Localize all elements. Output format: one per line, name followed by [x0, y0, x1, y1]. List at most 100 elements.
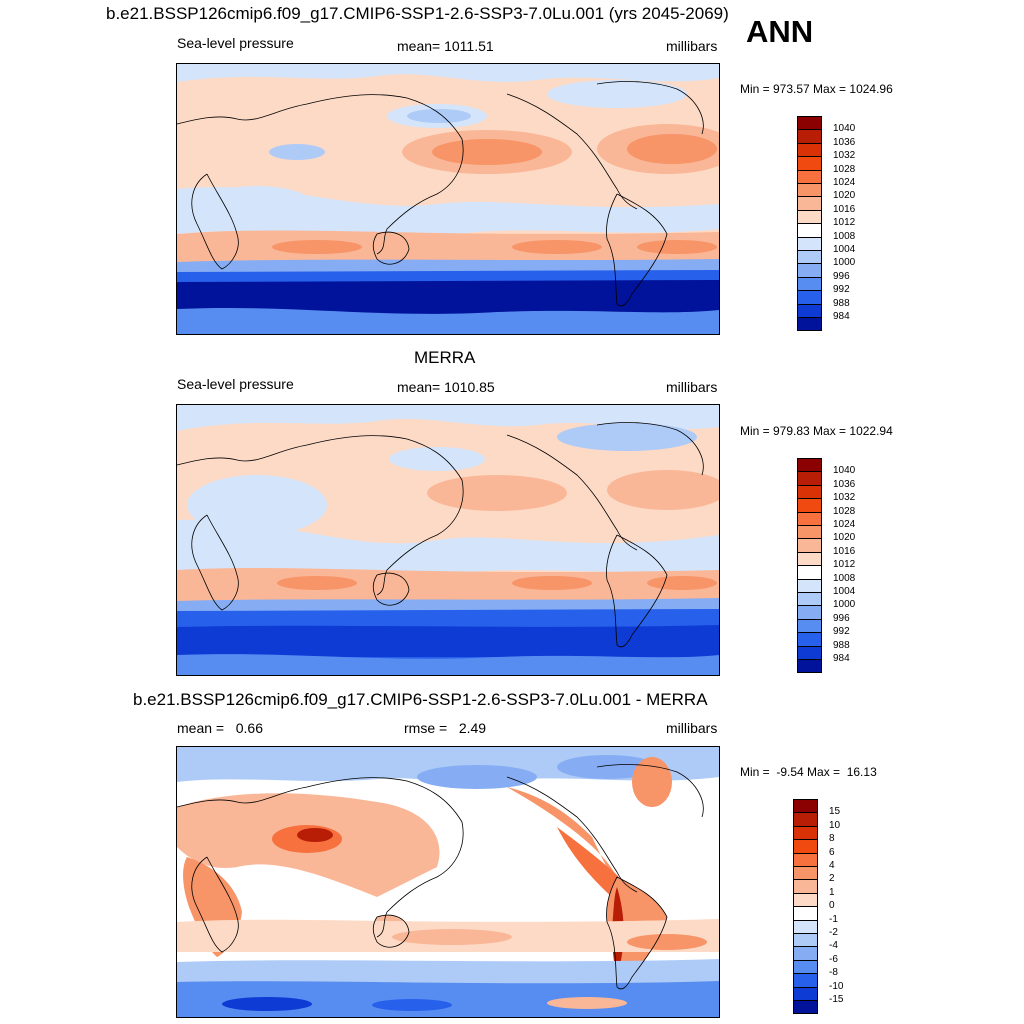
colorbar-swatch [797, 525, 822, 540]
colorbar-swatch [797, 250, 822, 265]
colorbar-swatch [793, 892, 818, 908]
colorbar-swatch [797, 659, 822, 674]
colorbar-swatch [793, 906, 818, 921]
colorbar-swatch [797, 142, 822, 158]
colorbar-label: 1024 [833, 177, 856, 188]
panel-diff-rmse: rmse = 2.49 [404, 720, 487, 736]
colorbar-swatch [793, 799, 818, 814]
colorbar-swatch [793, 1000, 818, 1015]
panel-obs-units: millibars [666, 379, 718, 395]
colorbar-swatch [793, 919, 818, 934]
panel-diff-map [176, 746, 720, 1018]
colorbar-swatch [797, 471, 822, 486]
panel-diff-title: b.e21.BSSP126cmip6.f09_g17.CMIP6-SSP1-2.… [133, 690, 708, 709]
colorbar-swatch [797, 236, 822, 251]
colorbar-swatch [793, 812, 818, 827]
colorbar-label: 8 [829, 833, 835, 845]
colorbar-label: -1 [829, 913, 838, 925]
colorbar-label: -2 [829, 927, 838, 938]
colorbar-label: -15 [829, 994, 844, 1005]
colorbar-label: 992 [833, 626, 850, 638]
colorbar-swatch [797, 592, 822, 607]
colorbar-label: 10 [829, 819, 841, 831]
colorbar-swatch [797, 290, 822, 305]
colorbar-label: 1024 [833, 519, 856, 530]
panel-obs-variable: Sea-level pressure [177, 376, 294, 392]
colorbar-label: 1028 [833, 163, 856, 175]
colorbar-label: 1036 [833, 136, 856, 148]
colorbar-label: 984 [833, 311, 850, 322]
colorbar-label: 1032 [833, 150, 856, 162]
colorbar-label: 1020 [833, 532, 856, 544]
panel-model-map [176, 63, 720, 335]
colorbar-swatch [797, 511, 822, 526]
colorbar-swatch [797, 156, 822, 171]
colorbar-label: 1040 [833, 465, 856, 477]
colorbar-swatch [797, 129, 822, 144]
panel-obs-mean: mean= 1010.85 [397, 379, 495, 395]
colorbar-swatch [797, 578, 822, 593]
colorbar-label: 1008 [833, 572, 856, 584]
colorbar-label: 1040 [833, 123, 856, 135]
colorbar-label: -8 [829, 967, 838, 979]
colorbar-swatch [793, 879, 818, 894]
panel-model-minmax: Min = 973.57 Max = 1024.96 [740, 82, 893, 96]
colorbar-swatch [797, 263, 822, 278]
colorbar-label: 1000 [833, 599, 856, 611]
colorbar-swatch [797, 605, 822, 620]
colorbar-label: 2 [829, 873, 835, 885]
colorbar-label: 15 [829, 806, 841, 818]
colorbar-swatch [793, 866, 818, 881]
colorbar-label: 988 [833, 297, 850, 309]
colorbar-swatch [793, 973, 818, 988]
colorbar-label: 1016 [833, 203, 856, 215]
colorbar-label: 1012 [833, 217, 856, 229]
colorbar-swatch [797, 196, 822, 211]
panel-obs-minmax: Min = 979.83 Max = 1022.94 [740, 424, 893, 438]
panel-obs-map [176, 404, 720, 676]
colorbar-label: -10 [829, 980, 844, 992]
season-label: ANN [746, 14, 814, 49]
colorbar-swatch [797, 169, 822, 184]
colorbar-label: 1016 [833, 545, 856, 557]
colorbar-swatch [793, 839, 818, 854]
colorbar-label: 1004 [833, 244, 856, 255]
panel-model-title: b.e21.BSSP126cmip6.f09_g17.CMIP6-SSP1-2.… [106, 4, 729, 23]
colorbar-swatch [797, 183, 822, 198]
panel-model-mean: mean= 1011.51 [397, 38, 494, 54]
colorbar-swatch [797, 303, 822, 318]
colorbar-swatch [797, 223, 822, 238]
colorbar-swatch [797, 484, 822, 500]
panel-model-units: millibars [666, 38, 718, 54]
panel-diff-minmax: Min = -9.54 Max = 16.13 [740, 765, 877, 779]
colorbar-label: 1000 [833, 257, 856, 269]
colorbar-swatch [797, 565, 822, 580]
colorbar-label: 988 [833, 639, 850, 651]
colorbar-swatch [793, 933, 818, 948]
colorbar-label: 1028 [833, 505, 856, 517]
colorbar-swatch [797, 276, 822, 292]
colorbar-swatch [793, 825, 818, 841]
colorbar-label: 4 [829, 860, 835, 871]
colorbar-label: 1036 [833, 478, 856, 490]
colorbar-swatch [797, 618, 822, 634]
colorbar-label: 6 [829, 846, 835, 858]
colorbar-label: 1004 [833, 586, 856, 597]
colorbar-swatch [797, 551, 822, 567]
colorbar-swatch [797, 632, 822, 647]
colorbar-label: 0 [829, 900, 835, 912]
colorbar-label: -4 [829, 940, 838, 952]
colorbar-label: 1 [829, 886, 835, 898]
colorbar-swatch [797, 458, 822, 473]
colorbar-swatch [793, 986, 818, 1001]
colorbar-label: 1032 [833, 492, 856, 504]
colorbar-swatch [797, 116, 822, 131]
colorbar-swatch [797, 209, 822, 225]
colorbar-label: 992 [833, 284, 850, 296]
panel-model-variable: Sea-level pressure [177, 35, 294, 51]
panel-diff-units: millibars [666, 720, 718, 736]
panel-diff-mean: mean = 0.66 [177, 720, 264, 736]
colorbar-swatch [797, 317, 822, 332]
colorbar-label: 996 [833, 612, 850, 624]
panel-obs-title: MERRA [414, 348, 476, 367]
